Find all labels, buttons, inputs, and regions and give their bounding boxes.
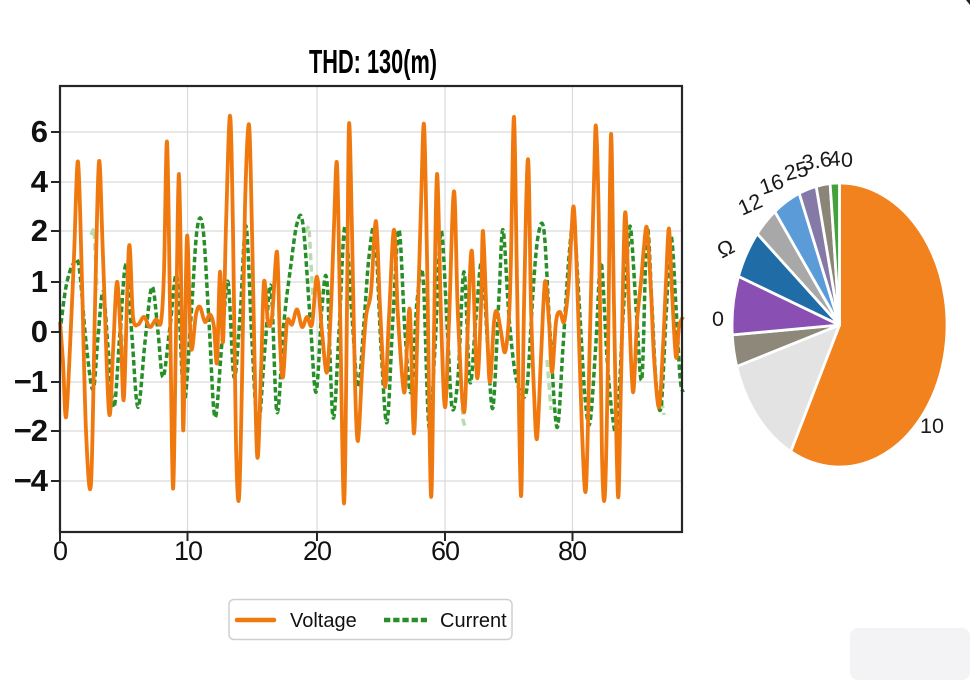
svg-text:4: 4 [31, 164, 49, 199]
svg-text:20: 20 [303, 536, 331, 566]
svg-text:0: 0 [712, 307, 724, 331]
svg-text:10: 10 [174, 536, 202, 566]
svg-text:−1: −1 [14, 364, 48, 399]
svg-text:6: 6 [31, 114, 48, 149]
svg-text:2: 2 [31, 213, 47, 248]
svg-text:4: 4 [828, 147, 842, 172]
svg-text:10: 10 [920, 414, 944, 438]
svg-text:0: 0 [841, 148, 853, 172]
svg-text:Current: Current [440, 610, 507, 632]
svg-text:−2: −2 [14, 413, 47, 448]
svg-text:3.6: 3.6 [800, 147, 833, 175]
svg-text:0: 0 [53, 536, 67, 566]
svg-text:1: 1 [31, 264, 48, 299]
svg-text:80: 80 [558, 536, 586, 566]
svg-text:−4: −4 [14, 463, 49, 498]
svg-text:THD: 130(m): THD: 130(m) [309, 43, 437, 80]
svg-text:Voltage: Voltage [290, 610, 357, 632]
svg-text:60: 60 [431, 536, 459, 566]
svg-text:25: 25 [782, 157, 811, 186]
svg-text:0: 0 [31, 314, 47, 349]
